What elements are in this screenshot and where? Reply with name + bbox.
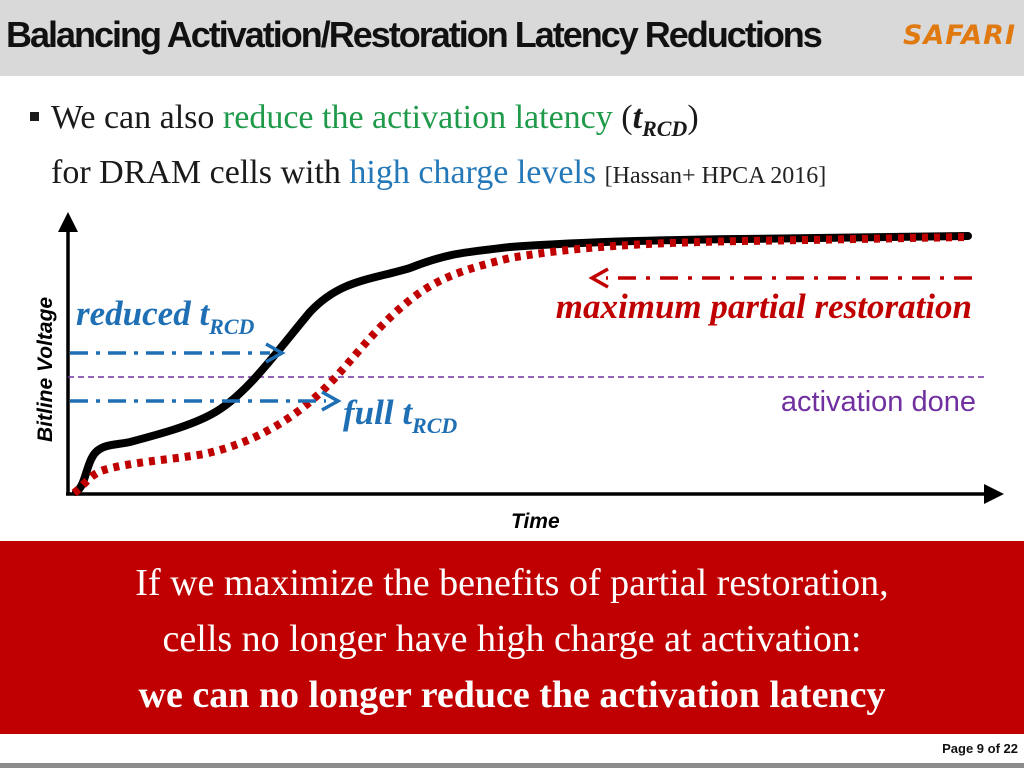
bitline-voltage-diagram: Bitline Voltage Time activation done red…: [34, 212, 1004, 533]
bullet-paren-open: (: [612, 99, 633, 136]
callout-line-3: we can no longer reduce the activation l…: [138, 674, 886, 716]
page-number: Page 9 of 22: [942, 741, 1018, 756]
full-trcd-arrowhead-icon: [321, 390, 342, 412]
full-trcd-label: full tRCD: [343, 393, 457, 438]
citation: [Hassan+ HPCA 2016]: [604, 162, 827, 189]
title-bar: Balancing Activation/Restoration Latency…: [0, 0, 1024, 76]
callout-line-1: If we maximize the benefits of partial r…: [135, 562, 889, 604]
highlight-high-charge: high charge levels: [349, 153, 597, 191]
bullet-text: We can also: [51, 99, 223, 136]
safari-logo: SAFARI: [902, 20, 1016, 51]
highlight-activation-latency: reduce the activation latency: [222, 99, 613, 136]
bullet-line-2: for DRAM cells with high charge levels […: [30, 151, 826, 198]
bottom-divider: [0, 763, 1024, 768]
trcd-subscript: RCD: [642, 115, 688, 141]
y-axis-label: Bitline Voltage: [34, 297, 57, 442]
high-charge-curve: [72, 232, 972, 496]
bullet-square-icon: [30, 112, 39, 121]
callout-line-2: cells no longer have high charge at acti…: [162, 618, 862, 660]
reduced-trcd-arrowhead-icon: [265, 342, 286, 364]
max-partial-arrowhead-icon: [588, 267, 609, 289]
x-axis-label: Time: [511, 510, 560, 533]
activation-done-label: activation done: [781, 386, 976, 418]
y-axis-arrowhead-icon: [58, 212, 78, 232]
x-axis-arrowhead-icon: [984, 484, 1004, 504]
reduced-trcd-label: reduced tRCD: [76, 294, 255, 339]
slide-title: Balancing Activation/Restoration Latency…: [6, 14, 823, 55]
bullet-text-2: for DRAM cells with: [51, 153, 350, 191]
max-partial-restoration-label: maximum partial restoration: [556, 287, 972, 326]
bullet-point: We can also reduce the activation latenc…: [30, 96, 826, 198]
bullet-line-1: We can also reduce the activation latenc…: [30, 96, 826, 151]
trcd-t: t: [632, 99, 643, 136]
partial-restoration-curve: [71, 233, 971, 497]
bullet-paren-close: ): [687, 99, 699, 136]
conclusion-callout: If we maximize the benefits of partial r…: [0, 541, 1024, 734]
